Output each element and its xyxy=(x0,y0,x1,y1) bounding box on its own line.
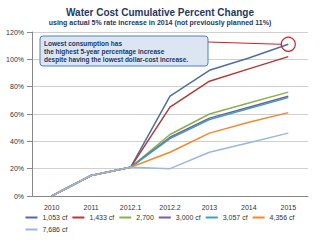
svg-text:7,686 cf: 7,686 cf xyxy=(42,226,67,233)
svg-text:2010: 2010 xyxy=(44,204,60,211)
svg-text:20%: 20% xyxy=(10,165,24,172)
svg-text:2,700: 2,700 xyxy=(136,214,154,221)
svg-text:1,053 cf: 1,053 cf xyxy=(42,214,67,221)
svg-text:4,356 cf: 4,356 cf xyxy=(270,214,295,221)
svg-text:3,057 cf: 3,057 cf xyxy=(223,214,248,221)
svg-text:2013: 2013 xyxy=(202,204,218,211)
svg-text:60%: 60% xyxy=(10,111,24,118)
svg-text:3,000 cf: 3,000 cf xyxy=(176,214,201,221)
svg-text:80%: 80% xyxy=(10,83,24,90)
svg-text:0%: 0% xyxy=(14,193,24,200)
svg-text:the highest 5-year percentage: the highest 5-year percentage increase xyxy=(44,48,165,56)
svg-text:Water Cost Cumulative Percent: Water Cost Cumulative Percent Change xyxy=(66,7,254,18)
svg-text:2015: 2015 xyxy=(280,204,296,211)
svg-text:2012.2: 2012.2 xyxy=(159,204,181,211)
svg-text:100%: 100% xyxy=(6,56,24,63)
svg-text:1,433 cf: 1,433 cf xyxy=(89,214,114,221)
svg-text:using actual 5% rate increase: using actual 5% rate increase in 2014 (n… xyxy=(49,19,272,27)
svg-text:40%: 40% xyxy=(10,138,24,145)
svg-text:2014: 2014 xyxy=(241,204,257,211)
svg-text:Lowest consumption has: Lowest consumption has xyxy=(44,40,122,48)
svg-text:2012.1: 2012.1 xyxy=(120,204,142,211)
svg-text:120%: 120% xyxy=(6,29,24,36)
svg-text:despite having the lowest doll: despite having the lowest dollar-cost in… xyxy=(44,56,188,64)
svg-text:2011: 2011 xyxy=(84,204,99,211)
